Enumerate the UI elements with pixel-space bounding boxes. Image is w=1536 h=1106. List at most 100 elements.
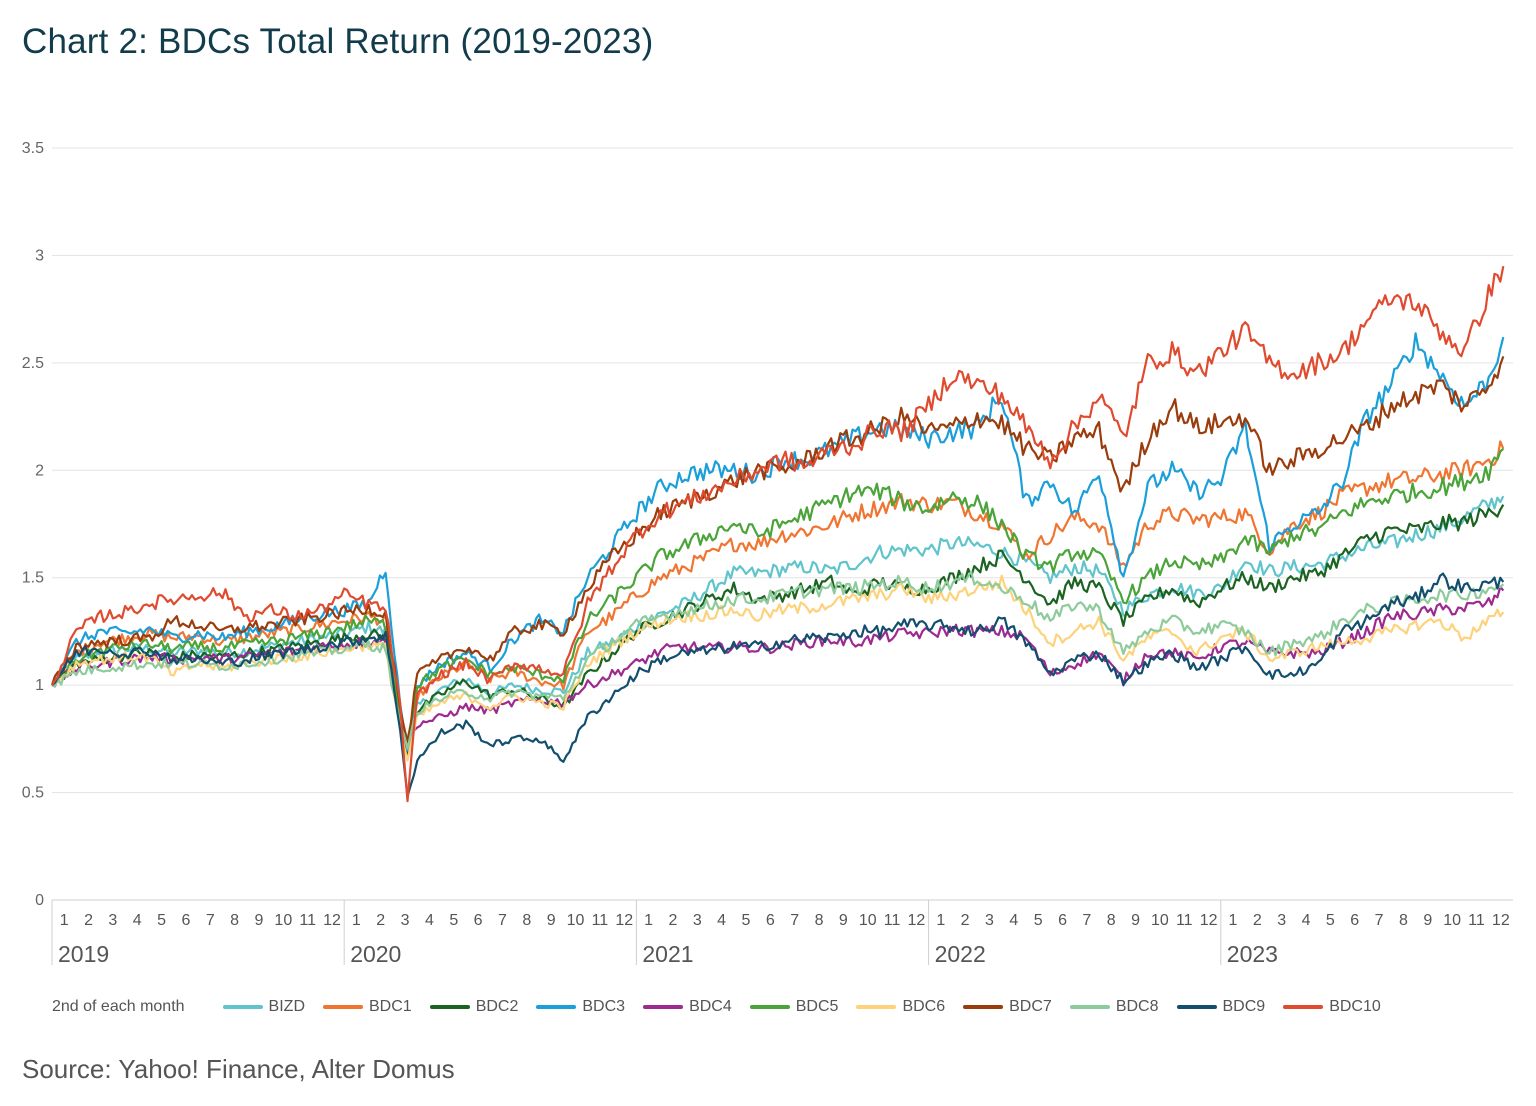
y-tick-label: 3.5 [22,140,44,157]
month-tick-label: 5 [742,912,751,929]
month-tick-label: 6 [766,912,775,929]
y-axis-tick-labels: 0 0.5 1 1.5 2 2.5 3 3.5 [22,140,44,909]
month-tick-label: 3 [1277,912,1286,929]
legend-item-bdc8: BDC8 [1069,998,1159,1016]
legend: 2nd of each month BIZD BDC1 BDC2 BDC3 BDC4 BD… [52,998,1522,1016]
legend-item-bdc2: BDC2 [429,998,519,1016]
month-tick-label: 6 [474,912,483,929]
year-label: 2022 [935,941,986,967]
legend-label: BDC4 [689,998,732,1015]
month-tick-label: 1 [1229,912,1238,929]
month-tick-label: 9 [1131,912,1140,929]
legend-label: BDC10 [1329,998,1381,1015]
month-tick-label: 1 [936,912,945,929]
year-label: 2023 [1227,941,1278,967]
month-tick-label: 6 [1058,912,1067,929]
month-tick-label: 3 [108,912,117,929]
month-tick-label: 9 [547,912,556,929]
month-tick-label: 8 [230,912,239,929]
month-tick-label: 2 [961,912,970,929]
legend-swatch [749,1005,790,1009]
month-tick-label: 7 [1375,912,1384,929]
month-tick-label: 12 [615,912,633,929]
month-tick-label: 8 [1399,912,1408,929]
legend-swatch [1176,1005,1217,1009]
month-tick-label: 10 [567,912,585,929]
month-tick-label: 4 [425,912,434,929]
month-tick-label: 11 [592,912,609,929]
legend-swatch [429,1005,470,1009]
legend-label: BDC2 [475,998,519,1015]
legend-swatch [643,1005,684,1009]
series-line-bdc6 [51,574,1505,762]
month-tick-label: 4 [133,912,142,929]
page-title: Chart 2: BDCs Total Return (2019-2023) [22,22,654,61]
month-tick-label: 8 [1107,912,1116,929]
month-tick-label: 3 [401,912,410,929]
legend-swatch [536,1005,577,1009]
legend-item-bizd: BIZD [222,998,305,1016]
month-tick-label: 11 [1468,912,1485,929]
month-tick-label: 2 [376,912,385,929]
series-line-bdc7 [50,356,1505,743]
month-tick-label: 10 [859,912,877,929]
y-tick-label: 3 [35,247,44,264]
legend-swatch [1069,1005,1110,1009]
month-tick-label: 2 [84,912,93,929]
month-tick-label: 4 [717,912,726,929]
month-tick-label: 6 [181,912,190,929]
source-note: Source: Yahoo! Finance, Alter Domus [22,1054,455,1084]
month-tick-label: 12 [908,912,926,929]
month-tick-label: 9 [255,912,264,929]
legend-item-bdc6: BDC6 [856,998,945,1016]
legend-item-bdc7: BDC7 [963,998,1052,1016]
legend-swatch [1283,1005,1324,1009]
month-tick-label: 11 [1176,912,1193,929]
month-tick-label: 9 [1423,912,1432,929]
y-tick-label: 0.5 [22,785,44,802]
legend-label: BDC7 [1009,998,1052,1015]
month-tick-label: 3 [985,912,994,929]
year-label: 2021 [642,941,693,967]
y-tick-label: 2.5 [22,355,44,372]
series-lines [50,265,1505,803]
y-tick-label: 1.5 [22,570,44,587]
month-tick-label: 7 [790,912,799,929]
month-tick-label: 8 [815,912,824,929]
legend-item-bdc9: BDC9 [1176,998,1265,1016]
series-line-bdc2 [51,504,1505,756]
month-tick-label: 2 [1253,912,1262,929]
legend-label: BDC1 [369,998,412,1015]
legend-label: BDC3 [582,998,626,1015]
month-tick-label: 4 [1302,912,1311,929]
series-line-bdc8 [51,570,1505,750]
month-tick-label: 5 [157,912,166,929]
month-tick-label: 9 [839,912,848,929]
legend-item-bdc1: BDC1 [323,998,412,1016]
month-tick-label: 12 [1492,912,1510,929]
legend-swatch [323,1005,363,1009]
legend-item-bdc10: BDC10 [1283,998,1381,1016]
month-tick-label: 1 [352,912,361,929]
month-tick-label: 8 [522,912,531,929]
legend-item-bdc4: BDC4 [643,998,732,1016]
legend-label: BDC8 [1115,998,1159,1015]
month-tick-label: 6 [1350,912,1359,929]
legend-item-bdc3: BDC3 [536,998,625,1016]
month-tick-label: 4 [1009,912,1018,929]
month-tick-label: 2 [668,912,677,929]
month-tick-label: 5 [449,912,458,929]
legend-swatch [963,1005,1004,1009]
legend-item-bdc5: BDC5 [749,998,838,1016]
year-label: 2019 [58,941,109,967]
year-label: 2020 [350,941,401,967]
month-tick-label: 7 [1082,912,1091,929]
legend-swatch [856,1005,897,1009]
y-tick-label: 1 [35,677,44,694]
month-tick-label: 12 [323,912,341,929]
series-line-bdc10 [51,265,1505,803]
month-tick-label: 7 [206,912,215,929]
legend-label: BIZD [268,998,305,1015]
